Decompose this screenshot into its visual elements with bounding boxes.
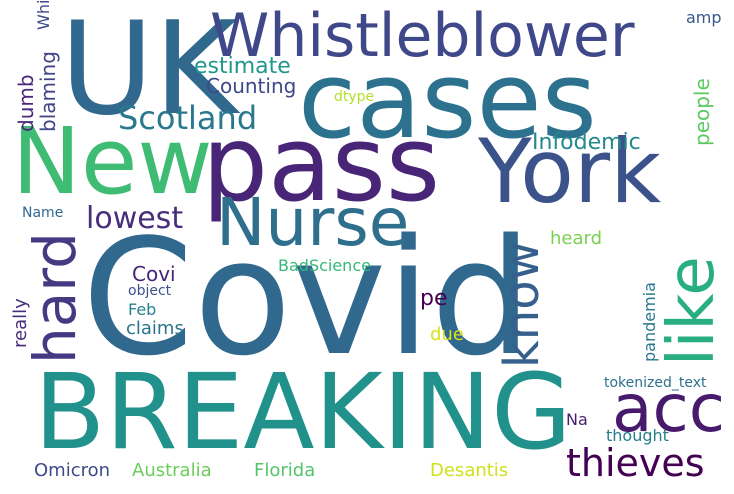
word-counting: Counting: [206, 74, 297, 98]
word-nurse: Nurse: [216, 184, 410, 261]
word-thought: thought: [606, 426, 669, 445]
word-whistleblower: Whistleblower: [210, 1, 635, 71]
word-know: know: [494, 241, 550, 368]
word-uk: UK: [60, 0, 238, 144]
word-tokenized-text: tokenized_text: [604, 375, 707, 391]
word-infodemic: Infodemic: [532, 130, 641, 155]
word-york: York: [478, 120, 662, 223]
word-due: due: [430, 324, 464, 345]
word-covi: Covi: [132, 262, 176, 286]
word-na: Na: [566, 410, 588, 429]
word-florida: Florida: [254, 460, 316, 481]
word-like: like: [655, 256, 729, 366]
word-lowest: lowest: [86, 201, 184, 236]
word-blaming: blaming: [36, 51, 60, 132]
word-breaking: BREAKING: [34, 351, 572, 473]
word-australia: Australia: [132, 460, 212, 481]
word-cases: cases: [298, 39, 597, 162]
word-acc: acc: [612, 370, 726, 447]
word-hard: hard: [21, 232, 89, 364]
word-estimate: estimate: [194, 54, 291, 79]
word-really: really: [10, 298, 31, 348]
word-pass: pass: [202, 103, 441, 225]
word-claims: claims: [126, 318, 184, 339]
word-amp: amp: [686, 8, 722, 27]
word-desantis: Desantis: [430, 460, 509, 481]
word-people: people: [690, 78, 714, 146]
word-name: Name: [22, 205, 64, 221]
word-covid: Covid: [82, 204, 533, 391]
word-pandemia: pandemia: [640, 282, 659, 362]
word-badscience: BadScience: [278, 256, 371, 275]
word-scotland: Scotland: [118, 99, 258, 137]
word-heard: heard: [550, 228, 603, 249]
word-object: object: [128, 283, 172, 299]
word-pe: pe: [420, 286, 448, 311]
word-thieves: thieves: [566, 441, 705, 485]
word-omicron: Omicron: [34, 460, 111, 481]
word-dtype: dtype: [334, 89, 375, 105]
word-whistleblower-small: Whistleblower: [34, 0, 53, 30]
word-new: New: [12, 108, 213, 215]
word-dumb: dumb: [14, 74, 38, 132]
word-feb: Feb: [128, 300, 157, 319]
